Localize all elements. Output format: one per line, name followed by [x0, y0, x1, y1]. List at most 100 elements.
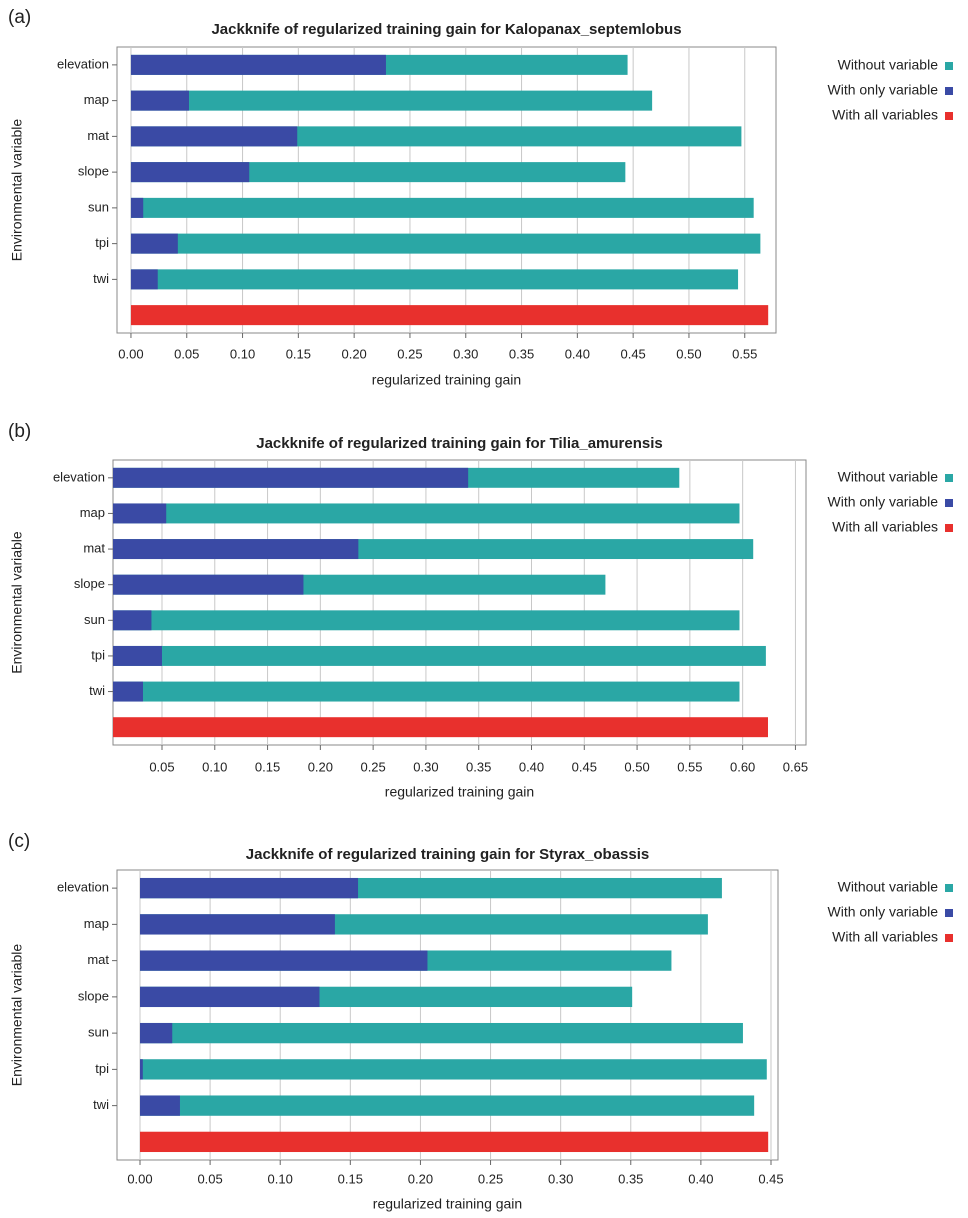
bar [113, 503, 740, 524]
bar [139, 1059, 767, 1080]
bar [113, 539, 359, 560]
chart-title: Jackknife of regularized training gain f… [246, 846, 649, 863]
x-tick-label: 0.30 [413, 759, 438, 774]
bar [130, 197, 754, 218]
y-tick-label: twi [89, 683, 105, 698]
y-tick-label: twi [93, 1097, 109, 1112]
y-tick-label: mat [87, 952, 109, 967]
y-tick-label: twi [93, 271, 109, 286]
x-tick-label: 0.60 [730, 759, 755, 774]
legend-label: Without variable [838, 469, 939, 485]
bar [130, 269, 739, 290]
x-tick-label: 0.10 [268, 1171, 293, 1186]
plot-area [112, 459, 807, 746]
bar [130, 305, 769, 326]
bar [113, 610, 152, 631]
x-tick-label: 0.20 [308, 759, 333, 774]
y-tick-label: elevation [57, 880, 109, 895]
y-tick-label: sun [88, 199, 109, 214]
x-tick-label: 0.65 [783, 759, 808, 774]
x-tick-label: 0.25 [360, 759, 385, 774]
y-tick-label: map [80, 505, 105, 520]
x-tick-label: 0.20 [341, 346, 366, 361]
x-tick-label: 0.05 [149, 759, 174, 774]
bar [130, 90, 189, 111]
bar [130, 197, 144, 218]
x-axis-label: regularized training gain [385, 784, 534, 800]
x-tick-label: 0.05 [197, 1171, 222, 1186]
x-tick-label: 0.00 [127, 1171, 152, 1186]
panel-label: (a) [8, 7, 31, 28]
x-tick-label: 0.45 [572, 759, 597, 774]
x-tick-label: 0.55 [677, 759, 702, 774]
x-tick-label: 0.25 [397, 346, 422, 361]
bar [130, 54, 386, 75]
legend-swatch [945, 474, 953, 482]
panel-label: (c) [8, 831, 30, 852]
bar [113, 717, 768, 738]
legend-swatch [945, 524, 953, 532]
bar [139, 1095, 180, 1116]
x-tick-label: 0.35 [618, 1171, 643, 1186]
bar [113, 645, 766, 666]
y-tick-label: map [84, 916, 109, 931]
x-tick-label: 0.10 [202, 759, 227, 774]
legend-swatch [945, 499, 953, 507]
legend-label: With only variable [828, 494, 939, 510]
bar [130, 233, 178, 254]
x-axis-label: regularized training gain [372, 372, 521, 388]
x-tick-label: 0.30 [548, 1171, 573, 1186]
x-tick-label: 0.45 [758, 1171, 783, 1186]
bar [139, 1059, 143, 1080]
x-tick-label: 0.10 [230, 346, 255, 361]
y-tick-label: mat [83, 541, 105, 556]
bar [113, 681, 143, 702]
y-axis-label: Environmental variable [9, 944, 25, 1087]
y-axis-label: Environmental variable [9, 119, 25, 262]
legend-label: With only variable [828, 82, 939, 98]
y-tick-label: sun [88, 1025, 109, 1040]
bar [139, 1131, 769, 1153]
y-tick-label: elevation [57, 56, 109, 71]
bar [139, 950, 428, 971]
bar [130, 233, 761, 254]
bar [139, 1022, 743, 1044]
bar [139, 1095, 755, 1116]
x-tick-label: 0.25 [478, 1171, 503, 1186]
y-tick-label: map [84, 92, 109, 107]
x-tick-label: 0.35 [466, 759, 491, 774]
legend-label: With all variables [832, 929, 938, 945]
y-tick-label: elevation [53, 469, 105, 484]
plot-area [116, 869, 779, 1161]
x-tick-label: 0.35 [509, 346, 534, 361]
bar [130, 162, 626, 183]
legend-swatch [945, 884, 953, 892]
plot-area [116, 46, 777, 334]
legend-swatch [945, 62, 953, 70]
x-tick-label: 0.05 [174, 346, 199, 361]
bar [139, 986, 320, 1008]
legend-label: With only variable [828, 904, 939, 920]
panel-label: (b) [8, 421, 31, 442]
y-tick-label: tpi [95, 1061, 109, 1076]
x-tick-label: 0.15 [338, 1171, 363, 1186]
bar [130, 126, 298, 147]
legend-label: Without variable [838, 879, 939, 895]
x-tick-label: 0.15 [286, 346, 311, 361]
x-axis-label: regularized training gain [373, 1196, 522, 1212]
x-tick-label: 0.55 [732, 346, 757, 361]
x-tick-label: 0.50 [676, 346, 701, 361]
legend-label: With all variables [832, 107, 938, 123]
chart-title: Jackknife of regularized training gain f… [256, 435, 663, 452]
bar [113, 574, 304, 595]
x-tick-label: 0.00 [118, 346, 143, 361]
y-tick-label: tpi [91, 647, 105, 662]
y-tick-label: slope [74, 576, 105, 591]
bar [113, 467, 469, 488]
x-tick-label: 0.40 [688, 1171, 713, 1186]
bar [139, 877, 359, 899]
legend-label: With all variables [832, 519, 938, 535]
chart-title: Jackknife of regularized training gain f… [211, 21, 681, 38]
x-tick-label: 0.45 [620, 346, 645, 361]
